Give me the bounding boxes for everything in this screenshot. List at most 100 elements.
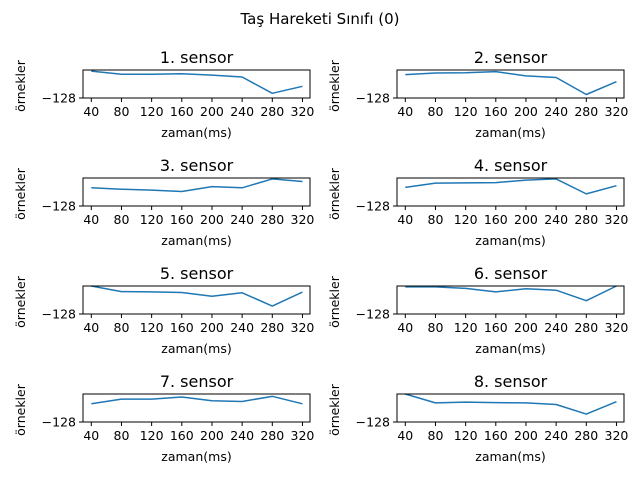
x-tick-label: 80 (114, 104, 130, 119)
x-axis-label: zaman(ms) (475, 449, 545, 464)
x-tick-label: 280 (260, 320, 284, 335)
x-tick-label: 40 (397, 104, 413, 119)
x-tick-label: 120 (140, 104, 164, 119)
x-tick-label: 160 (170, 428, 194, 443)
y-tick-label: −128 (356, 415, 390, 430)
x-tick-label: 280 (574, 428, 598, 443)
x-axis-label: zaman(ms) (161, 125, 231, 140)
series-line (91, 395, 303, 405)
y-axis-label: örnekler (327, 167, 342, 220)
x-tick-label: 280 (260, 104, 284, 119)
subplot-grid: 1. sensor 40 80 120 160 200 240 280 320 −128 zaman… (13, 48, 628, 464)
y-axis-label: örnekler (327, 275, 342, 328)
x-tick-label: 240 (544, 428, 568, 443)
subplot-1: 1. sensor 40 80 120 160 200 240 280 320 −128 zaman… (13, 48, 314, 140)
x-tick-label: 320 (291, 428, 315, 443)
x-tick-label: 200 (200, 428, 224, 443)
x-tick-label: 240 (230, 104, 254, 119)
x-tick-label: 40 (83, 212, 99, 227)
y-tick-label: −128 (42, 91, 76, 106)
x-tick-label: 240 (230, 212, 254, 227)
x-tick-label: 80 (114, 320, 130, 335)
x-tick-label: 120 (140, 212, 164, 227)
series-line (405, 285, 617, 302)
x-axis-label: zaman(ms) (161, 449, 231, 464)
subplot-title: 6. sensor (474, 264, 548, 283)
x-tick-label: 80 (114, 428, 130, 443)
x-tick-label: 160 (484, 104, 508, 119)
y-tick-label: −128 (42, 307, 76, 322)
y-axis-label: örnekler (13, 167, 28, 220)
x-tick-label: 320 (605, 104, 629, 119)
x-tick-label: 40 (83, 428, 99, 443)
x-axis-label: zaman(ms) (161, 341, 231, 356)
x-tick-label: 80 (428, 428, 444, 443)
x-tick-label: 320 (291, 212, 315, 227)
x-tick-label: 320 (605, 212, 629, 227)
x-tick-label: 160 (170, 104, 194, 119)
x-tick-label: 160 (484, 428, 508, 443)
x-tick-label: 80 (428, 104, 444, 119)
x-tick-label: 160 (170, 320, 194, 335)
x-tick-label: 280 (574, 104, 598, 119)
axes-frame (396, 69, 625, 99)
y-tick-label: −128 (356, 307, 390, 322)
axes-frame (82, 393, 311, 423)
x-tick-label: 80 (428, 320, 444, 335)
series-line (405, 393, 617, 415)
axes-frame (82, 285, 311, 315)
subplot-title: 5. sensor (160, 264, 234, 283)
y-axis-label: örnekler (13, 59, 28, 112)
x-tick-label: 120 (454, 104, 478, 119)
subplot-title: 3. sensor (160, 156, 234, 175)
subplot-2: 2. sensor 40 80 120 160 200 240 280 320 −128 zaman… (327, 48, 628, 140)
subplot-title: 8. sensor (474, 372, 548, 391)
x-tick-label: 40 (397, 428, 413, 443)
subplot-6: 6. sensor 40 80 120 160 200 240 280 320 −128 zaman… (327, 264, 628, 356)
subplot-title: 1. sensor (160, 48, 234, 67)
x-tick-label: 120 (454, 320, 478, 335)
y-axis-label: örnekler (327, 59, 342, 112)
x-tick-label: 240 (230, 320, 254, 335)
y-axis-label: örnekler (13, 275, 28, 328)
subplot-7: 7. sensor 40 80 120 160 200 240 280 320 −128 zaman… (13, 372, 314, 464)
x-tick-label: 320 (291, 104, 315, 119)
x-axis-label: zaman(ms) (475, 341, 545, 356)
figure-title: Taş Hareketi Sınıfı (0) (239, 10, 399, 28)
y-tick-label: −128 (356, 91, 390, 106)
subplot-8: 8. sensor 40 80 120 160 200 240 280 320 −128 zaman… (327, 372, 628, 464)
x-axis-label: zaman(ms) (475, 233, 545, 248)
y-tick-label: −128 (42, 199, 76, 214)
x-tick-label: 280 (260, 428, 284, 443)
series-line (91, 178, 303, 193)
axes-frame (396, 285, 625, 315)
x-tick-label: 40 (83, 104, 99, 119)
x-tick-label: 160 (484, 320, 508, 335)
axes-frame (82, 69, 311, 99)
x-tick-label: 240 (544, 320, 568, 335)
series-line (405, 178, 617, 195)
axes-frame (396, 393, 625, 423)
subplot-title: 4. sensor (474, 156, 548, 175)
x-axis-label: zaman(ms) (161, 233, 231, 248)
x-tick-label: 200 (200, 212, 224, 227)
x-tick-label: 200 (200, 104, 224, 119)
subplot-4: 4. sensor 40 80 120 160 200 240 280 320 −128 zaman… (327, 156, 628, 248)
x-tick-label: 200 (514, 320, 538, 335)
x-tick-label: 40 (83, 320, 99, 335)
x-tick-label: 320 (605, 428, 629, 443)
x-tick-label: 80 (114, 212, 130, 227)
x-tick-label: 200 (200, 320, 224, 335)
x-tick-label: 200 (514, 104, 538, 119)
x-tick-label: 160 (170, 212, 194, 227)
y-tick-label: −128 (356, 199, 390, 214)
series-line (91, 285, 303, 307)
x-tick-label: 200 (514, 428, 538, 443)
x-tick-label: 120 (454, 428, 478, 443)
x-tick-label: 200 (514, 212, 538, 227)
x-tick-label: 40 (397, 320, 413, 335)
subplot-title: 2. sensor (474, 48, 548, 67)
axes-frame (396, 177, 625, 207)
